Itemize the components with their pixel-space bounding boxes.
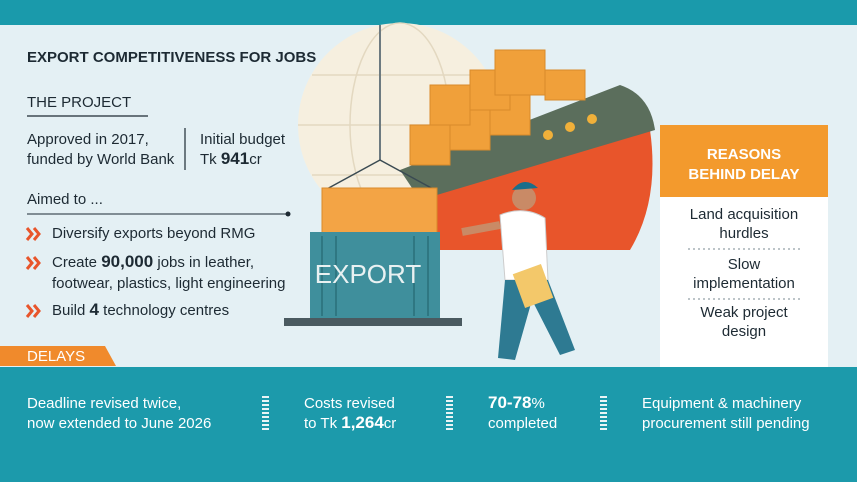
divider-tick xyxy=(446,424,453,426)
divider-tick xyxy=(600,420,607,422)
text-line: footwear, plastics, light engineering xyxy=(52,275,285,292)
worker xyxy=(512,186,536,210)
text-part: to Tk xyxy=(304,415,341,432)
divider-tick xyxy=(262,424,269,426)
reason-text: Land acquisition xyxy=(690,206,798,223)
divider-tick xyxy=(446,404,453,406)
reasons-heading: REASONS xyxy=(707,146,781,163)
section-heading: Aimed to ... xyxy=(27,191,103,208)
text-part: completed xyxy=(488,415,557,432)
divider-tick xyxy=(600,412,607,414)
aims-list: Diversify exports beyond RMG Create 90,00… xyxy=(25,225,285,319)
reason-text: hurdles xyxy=(719,225,768,242)
top-bar xyxy=(0,0,857,25)
divider-tick xyxy=(446,396,453,398)
text-part: technology centres xyxy=(99,302,229,319)
text-line: Diversify exports beyond RMG xyxy=(52,225,255,242)
text-part: Create xyxy=(52,254,101,271)
text-part: now extended to June 2026 xyxy=(27,415,211,432)
text-line: procurement still pending xyxy=(642,415,810,432)
divider-tick xyxy=(446,416,453,418)
divider-tick xyxy=(446,428,453,430)
divider-tick xyxy=(600,428,607,430)
text-part: jobs in leather, xyxy=(153,254,254,271)
text-part: % xyxy=(531,395,544,412)
divider-tick xyxy=(446,420,453,422)
text-part: Build xyxy=(52,302,90,319)
text-line: now extended to June 2026 xyxy=(27,415,211,432)
divider-tick xyxy=(600,416,607,418)
reasons-heading: BEHIND DELAY xyxy=(688,166,799,183)
divider-tick xyxy=(600,404,607,406)
text-part: Equipment & machinery xyxy=(642,395,802,412)
divider-tick xyxy=(446,408,453,410)
reason-text: Slow xyxy=(728,256,761,273)
text-line: 70-78% xyxy=(488,393,545,412)
divider-tick xyxy=(600,396,607,398)
text-line: Build 4 technology centres xyxy=(52,300,229,319)
bottom-band xyxy=(0,367,857,482)
text-line: Deadline revised twice, xyxy=(27,395,181,412)
reason-text: Weak project xyxy=(700,304,788,321)
delays-list: Deadline revised twice, now extended to J… xyxy=(27,393,810,432)
illustration: EXPORT xyxy=(284,22,655,360)
divider-tick xyxy=(600,400,607,402)
divider-tick xyxy=(262,428,269,430)
divider-tick xyxy=(262,412,269,414)
text-part: 70-78 xyxy=(488,393,531,412)
text-part: 1,264 xyxy=(341,413,384,432)
text-part: footwear, plastics, light engineering xyxy=(52,275,285,292)
divider-tick xyxy=(262,400,269,402)
container-label: EXPORT xyxy=(315,259,422,289)
divider-tick xyxy=(262,396,269,398)
reason-text: implementation xyxy=(693,275,795,292)
budget-value: Tk 941cr xyxy=(200,149,262,168)
divider-tick xyxy=(262,416,269,418)
text-part: Diversify exports beyond RMG xyxy=(52,225,255,242)
divider-tick xyxy=(446,412,453,414)
title: EXPORT COMPETITIVENESS FOR JOBS xyxy=(27,49,316,66)
project-text: funded by World Bank xyxy=(27,151,175,168)
divider-tick xyxy=(262,408,269,410)
delays-heading: DELAYS xyxy=(27,348,85,365)
reasons-list: Land acquisition hurdles Slow implementatio… xyxy=(688,206,800,340)
text-part: Costs revised xyxy=(304,395,395,412)
text-part: 4 xyxy=(90,300,100,319)
text-line: Costs revised xyxy=(304,395,395,412)
divider-tick xyxy=(600,424,607,426)
divider-tick xyxy=(446,400,453,402)
budget-label: Initial budget xyxy=(200,131,286,148)
divider-tick xyxy=(600,408,607,410)
text-line: Equipment & machinery xyxy=(642,395,802,412)
text-line: completed xyxy=(488,415,557,432)
text-line: to Tk 1,264cr xyxy=(304,413,396,432)
bullet-chevron xyxy=(25,227,41,241)
ship-deck xyxy=(400,85,655,200)
text-part: procurement still pending xyxy=(642,415,810,432)
reasons-box xyxy=(660,197,828,367)
text-part: Deadline revised twice, xyxy=(27,395,181,412)
cargo-boxes xyxy=(321,187,438,234)
bullet-chevron xyxy=(25,256,41,270)
reason-text: design xyxy=(722,323,766,340)
container xyxy=(310,232,440,320)
text-part: 90,000 xyxy=(101,252,153,271)
text-part: cr xyxy=(384,415,397,432)
reasons-header xyxy=(660,125,828,197)
bullet-chevron xyxy=(25,304,41,318)
section-heading: THE PROJECT xyxy=(27,94,131,111)
delays-tab xyxy=(0,346,116,366)
divider-tick xyxy=(262,404,269,406)
divider-tick xyxy=(262,420,269,422)
project-text: Approved in 2017, xyxy=(27,131,149,148)
text-line: Create 90,000 jobs in leather, xyxy=(52,252,254,271)
